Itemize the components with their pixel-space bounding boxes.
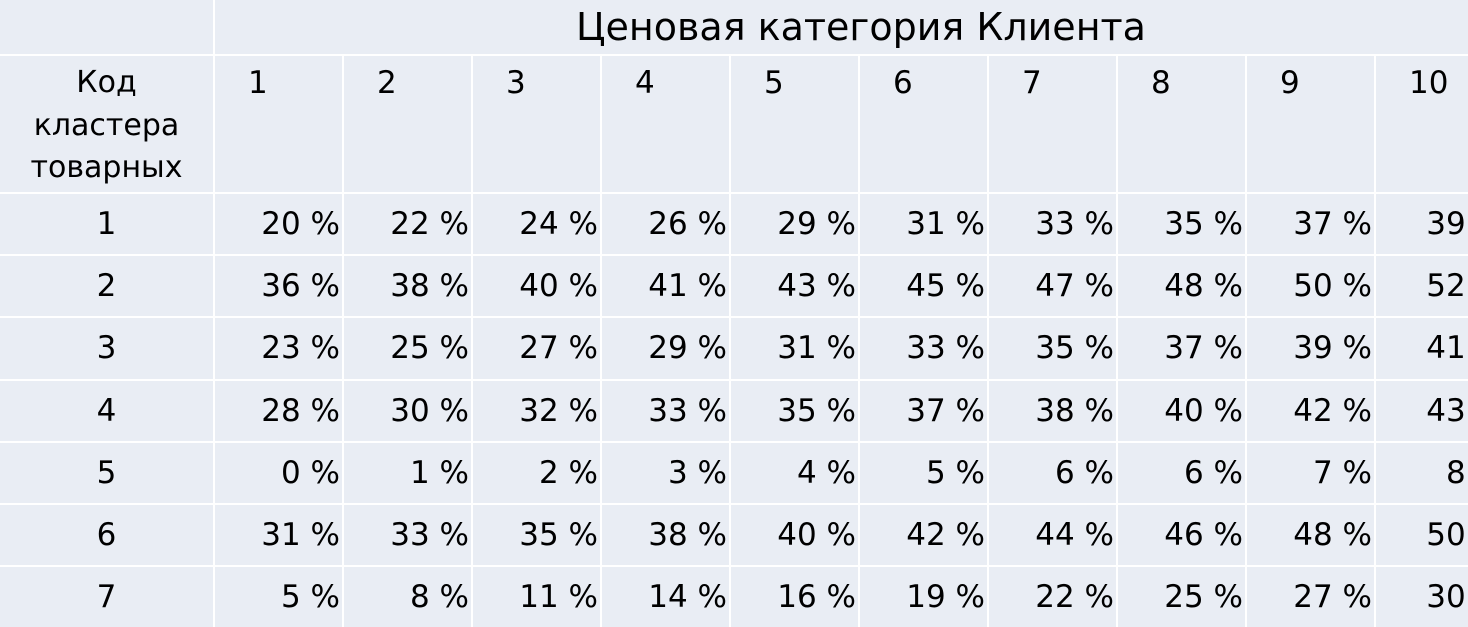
table-cell: 40 %	[731, 505, 858, 565]
table-cell: 52 %	[1376, 256, 1468, 316]
table-cell: 4 %	[731, 443, 858, 503]
row-label-7: 7	[0, 567, 213, 627]
table-cell: 27 %	[1247, 567, 1374, 627]
table-title: Ценовая категория Клиента	[215, 0, 1468, 54]
table-cell: 29 %	[731, 194, 858, 254]
table-cell: 5 %	[215, 567, 342, 627]
table-cell: 16 %	[731, 567, 858, 627]
table-cell: 19 %	[860, 567, 987, 627]
row-header-label: Код кластера товарных групп	[0, 56, 213, 192]
table-cell: 44 %	[989, 505, 1116, 565]
table-cell: 46 %	[1118, 505, 1245, 565]
column-header-7: 7	[989, 56, 1116, 192]
table-cell: 41 %	[602, 256, 729, 316]
table-corner-cell	[0, 0, 213, 54]
table-cell: 33 %	[989, 194, 1116, 254]
table-cell: 33 %	[344, 505, 471, 565]
table-cell: 2 %	[473, 443, 600, 503]
table-cell: 37 %	[860, 381, 987, 441]
table-cell: 47 %	[989, 256, 1116, 316]
table-cell: 23 %	[215, 318, 342, 379]
table-cell: 50 %	[1247, 256, 1374, 316]
table-cell: 30 %	[1376, 567, 1468, 627]
table-cell: 6 %	[989, 443, 1116, 503]
table-cell: 38 %	[989, 381, 1116, 441]
table-cell: 31 %	[731, 318, 858, 379]
row-label-6: 6	[0, 505, 213, 565]
table-cell: 28 %	[215, 381, 342, 441]
table-cell: 48 %	[1118, 256, 1245, 316]
table-cell: 35 %	[1118, 194, 1245, 254]
table-cell: 41 %	[1376, 318, 1468, 379]
table-cell: 42 %	[860, 505, 987, 565]
table-cell: 33 %	[602, 381, 729, 441]
table-cell: 37 %	[1118, 318, 1245, 379]
table-cell: 27 %	[473, 318, 600, 379]
table-cell: 3 %	[602, 443, 729, 503]
table-cell: 26 %	[602, 194, 729, 254]
table-cell: 1 %	[344, 443, 471, 503]
table-cell: 40 %	[473, 256, 600, 316]
column-header-9: 9	[1247, 56, 1374, 192]
table-cell: 33 %	[860, 318, 987, 379]
table-cell: 5 %	[860, 443, 987, 503]
row-label-3: 3	[0, 318, 213, 379]
table-cell: 36 %	[215, 256, 342, 316]
column-header-3: 3	[473, 56, 600, 192]
row-label-5: 5	[0, 443, 213, 503]
column-header-2: 2	[344, 56, 471, 192]
column-header-1: 1	[215, 56, 342, 192]
column-header-10: 10	[1376, 56, 1468, 192]
table-cell: 40 %	[1118, 381, 1245, 441]
table-cell: 38 %	[344, 256, 471, 316]
row-label-1: 1	[0, 194, 213, 254]
table-cell: 6 %	[1118, 443, 1245, 503]
table-cell: 20 %	[215, 194, 342, 254]
table-cell: 11 %	[473, 567, 600, 627]
table-cell: 50 %	[1376, 505, 1468, 565]
column-header-5: 5	[731, 56, 858, 192]
table-cell: 25 %	[1118, 567, 1245, 627]
table-cell: 8 %	[1376, 443, 1468, 503]
row-label-2: 2	[0, 256, 213, 316]
table-cell: 48 %	[1247, 505, 1374, 565]
table-cell: 37 %	[1247, 194, 1374, 254]
table-cell: 39 %	[1376, 194, 1468, 254]
table-cell: 35 %	[989, 318, 1116, 379]
table-cell: 38 %	[602, 505, 729, 565]
table-cell: 14 %	[602, 567, 729, 627]
table-cell: 22 %	[989, 567, 1116, 627]
table-cell: 22 %	[344, 194, 471, 254]
table-cell: 39 %	[1247, 318, 1374, 379]
row-label-4: 4	[0, 381, 213, 441]
table-cell: 43 %	[731, 256, 858, 316]
table-cell: 31 %	[215, 505, 342, 565]
table-cell: 35 %	[731, 381, 858, 441]
column-header-8: 8	[1118, 56, 1245, 192]
table-cell: 32 %	[473, 381, 600, 441]
table-cell: 43 %	[1376, 381, 1468, 441]
table-cell: 0 %	[215, 443, 342, 503]
table-cell: 31 %	[860, 194, 987, 254]
table-cell: 29 %	[602, 318, 729, 379]
table-cell: 7 %	[1247, 443, 1374, 503]
column-header-4: 4	[602, 56, 729, 192]
table-cell: 24 %	[473, 194, 600, 254]
table-cell: 8 %	[344, 567, 471, 627]
table-cell: 25 %	[344, 318, 471, 379]
table-cell: 42 %	[1247, 381, 1374, 441]
column-header-6: 6	[860, 56, 987, 192]
table-cell: 30 %	[344, 381, 471, 441]
table-cell: 35 %	[473, 505, 600, 565]
table-cell: 45 %	[860, 256, 987, 316]
